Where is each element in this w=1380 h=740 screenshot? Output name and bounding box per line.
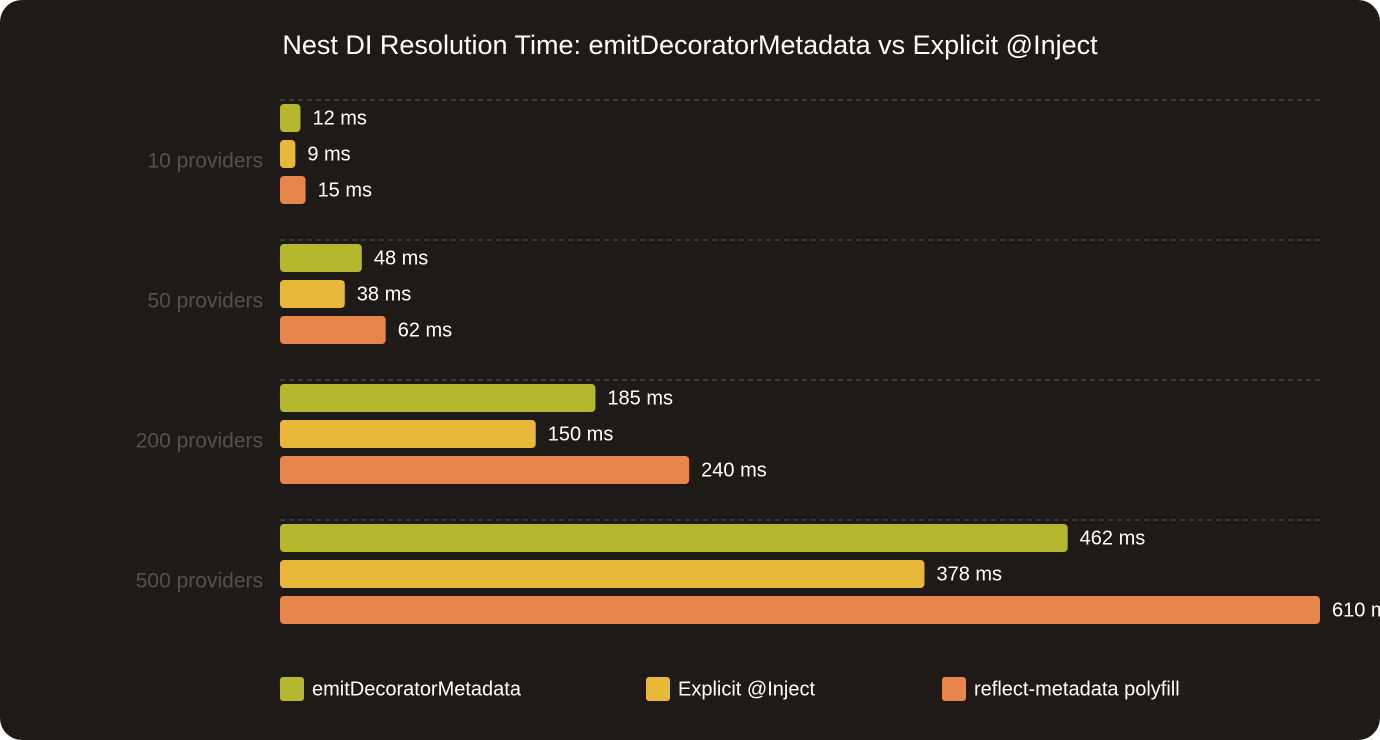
data-label: 48 ms bbox=[374, 247, 428, 269]
bar bbox=[280, 420, 536, 448]
chart-title: Nest DI Resolution Time: emitDecoratorMe… bbox=[282, 30, 1098, 60]
data-label: 378 ms bbox=[936, 563, 1002, 585]
bar bbox=[280, 140, 296, 168]
data-label: 240 ms bbox=[701, 459, 767, 481]
data-label: 62 ms bbox=[398, 319, 452, 341]
y-tick-label: 500 providers bbox=[136, 570, 263, 593]
data-label: 185 ms bbox=[607, 387, 673, 409]
y-tick-label: 50 providers bbox=[147, 290, 263, 313]
bar bbox=[280, 524, 1068, 552]
data-label: 38 ms bbox=[357, 283, 411, 305]
legend-swatch bbox=[942, 677, 966, 701]
bar bbox=[280, 244, 362, 272]
bar bbox=[280, 176, 306, 204]
legend-label: reflect-metadata polyfill bbox=[974, 678, 1180, 700]
data-label: 15 ms bbox=[318, 179, 372, 201]
data-label: 462 ms bbox=[1080, 527, 1146, 549]
bar bbox=[280, 280, 345, 308]
bar bbox=[280, 456, 690, 484]
legend-swatch bbox=[646, 677, 670, 701]
bar bbox=[280, 596, 1320, 624]
y-tick-label: 200 providers bbox=[136, 430, 263, 453]
data-label: 150 ms bbox=[548, 423, 614, 445]
data-label: 610 ms bbox=[1332, 599, 1380, 621]
bar bbox=[280, 560, 925, 588]
bar bbox=[280, 384, 596, 412]
bar bbox=[280, 316, 386, 344]
bar bbox=[280, 104, 301, 132]
y-tick-label: 10 providers bbox=[147, 150, 263, 173]
legend-label: emitDecoratorMetadata bbox=[312, 678, 522, 700]
legend-swatch bbox=[280, 677, 304, 701]
data-label: 12 ms bbox=[312, 107, 366, 129]
data-label: 9 ms bbox=[307, 143, 350, 165]
legend-label: Explicit @Inject bbox=[678, 678, 815, 700]
